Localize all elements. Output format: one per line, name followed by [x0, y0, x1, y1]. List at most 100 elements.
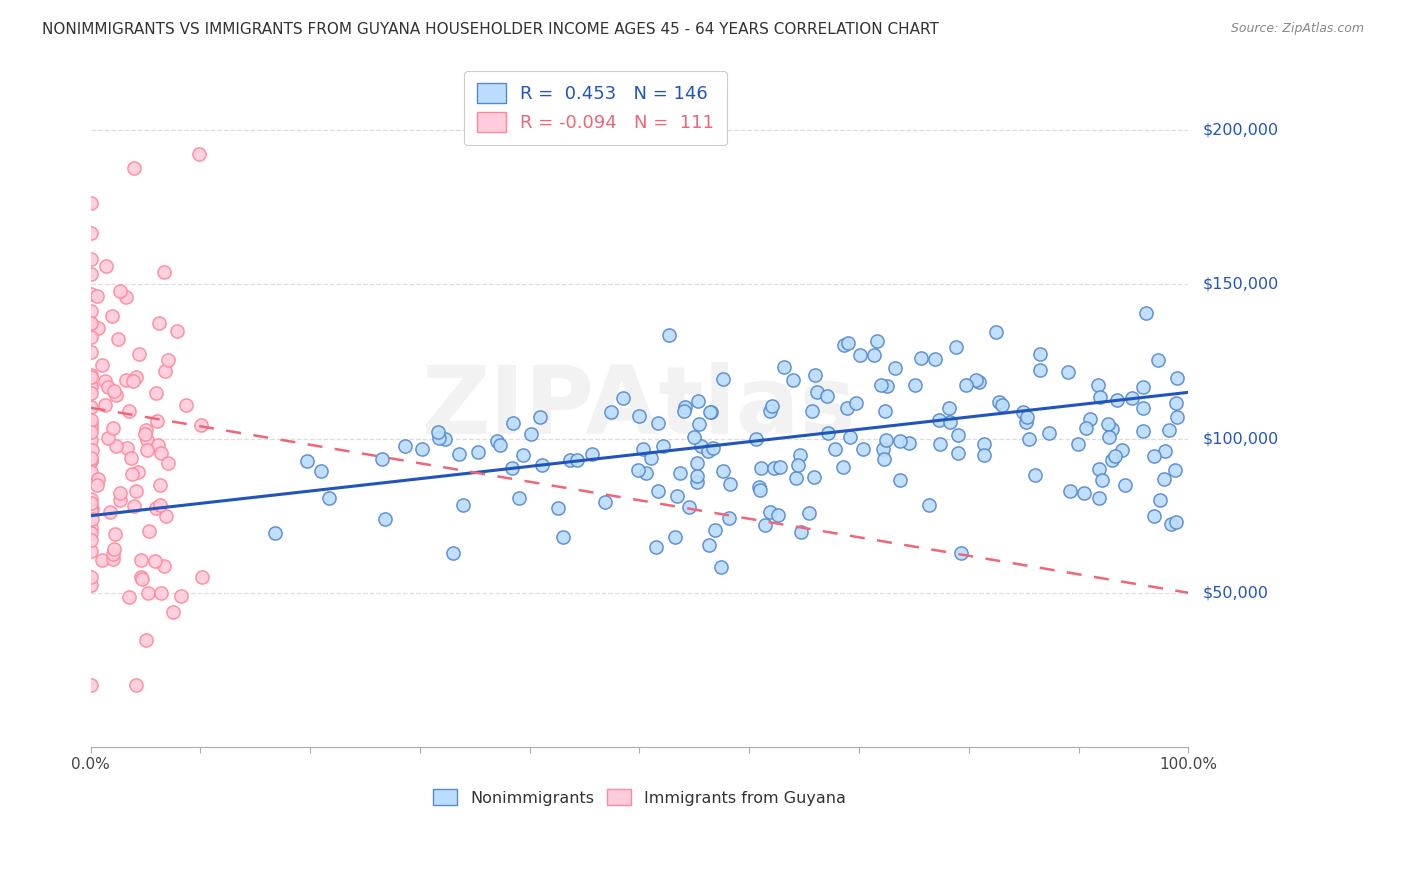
- Point: [394, 439, 416, 453]
- Point: [80, 502, 103, 516]
- Point: [79, 526, 101, 541]
- Point: [79, 379, 101, 393]
- Point: [79, 304, 101, 318]
- Point: [948, 428, 970, 442]
- Point: [984, 326, 1007, 340]
- Point: [965, 373, 987, 387]
- Point: [945, 340, 967, 354]
- Point: [1132, 401, 1154, 416]
- Point: [79, 370, 101, 384]
- Point: [125, 370, 148, 384]
- Point: [1121, 391, 1143, 405]
- Point: [162, 605, 184, 619]
- Point: [690, 439, 713, 453]
- Point: [1059, 483, 1081, 498]
- Point: [156, 353, 179, 368]
- Point: [664, 530, 686, 544]
- Point: [612, 391, 634, 405]
- Point: [799, 506, 821, 520]
- Point: [79, 465, 101, 479]
- Point: [79, 577, 101, 591]
- Point: [593, 494, 616, 508]
- Point: [143, 553, 166, 567]
- Point: [512, 448, 534, 462]
- Point: [565, 453, 588, 467]
- Point: [149, 477, 172, 491]
- Point: [749, 483, 772, 498]
- Point: [486, 434, 509, 449]
- Point: [875, 433, 897, 447]
- Point: [1157, 423, 1180, 437]
- Point: [79, 329, 101, 343]
- Point: [1111, 442, 1133, 457]
- Point: [718, 477, 741, 491]
- Point: [804, 368, 827, 382]
- Point: [1087, 378, 1109, 392]
- Point: [1101, 422, 1123, 436]
- Point: [94, 374, 117, 388]
- Point: [1088, 462, 1111, 476]
- Point: [156, 457, 179, 471]
- Point: [371, 452, 394, 467]
- Point: [1166, 410, 1188, 425]
- Point: [835, 401, 858, 415]
- Point: [155, 508, 177, 523]
- Point: [1135, 306, 1157, 320]
- Point: [128, 347, 150, 361]
- Point: [547, 500, 569, 515]
- Point: [79, 453, 101, 467]
- Point: [115, 441, 138, 455]
- Point: [938, 401, 960, 416]
- Point: [98, 505, 121, 519]
- Point: [1097, 417, 1119, 431]
- Point: [502, 417, 524, 431]
- Point: [1015, 415, 1038, 429]
- Point: [166, 324, 188, 338]
- Point: [1149, 493, 1171, 508]
- Point: [688, 393, 710, 408]
- Point: [122, 161, 145, 175]
- Point: [190, 418, 212, 433]
- Point: [831, 459, 853, 474]
- Point: [79, 425, 101, 439]
- Point: [759, 403, 782, 417]
- Point: [884, 360, 907, 375]
- Point: [467, 445, 489, 459]
- Point: [94, 398, 117, 412]
- Point: [806, 384, 828, 399]
- Point: [948, 446, 970, 460]
- Point: [627, 409, 650, 423]
- Point: [1018, 433, 1040, 447]
- Point: [551, 530, 574, 544]
- Point: [862, 348, 884, 362]
- Point: [1147, 353, 1170, 368]
- Point: [950, 545, 973, 559]
- Point: [529, 409, 551, 424]
- Point: [889, 434, 911, 449]
- Point: [101, 552, 124, 566]
- Point: [153, 558, 176, 573]
- Point: [101, 421, 124, 435]
- Point: [1015, 409, 1038, 424]
- Point: [115, 373, 138, 387]
- Point: [1101, 453, 1123, 467]
- Point: [1090, 390, 1112, 404]
- Point: [973, 448, 995, 462]
- Point: [441, 546, 464, 560]
- Point: [1153, 472, 1175, 486]
- Point: [1166, 396, 1188, 410]
- Point: [749, 460, 772, 475]
- Point: [79, 267, 101, 281]
- Point: [1166, 515, 1188, 529]
- Point: [79, 496, 101, 510]
- Point: [135, 443, 157, 458]
- Point: [79, 570, 101, 584]
- Point: [761, 399, 783, 413]
- Point: [508, 491, 530, 505]
- Point: [1029, 362, 1052, 376]
- Point: [170, 590, 193, 604]
- Point: [658, 328, 681, 343]
- Point: [1074, 421, 1097, 435]
- Point: [447, 447, 470, 461]
- Point: [79, 503, 101, 517]
